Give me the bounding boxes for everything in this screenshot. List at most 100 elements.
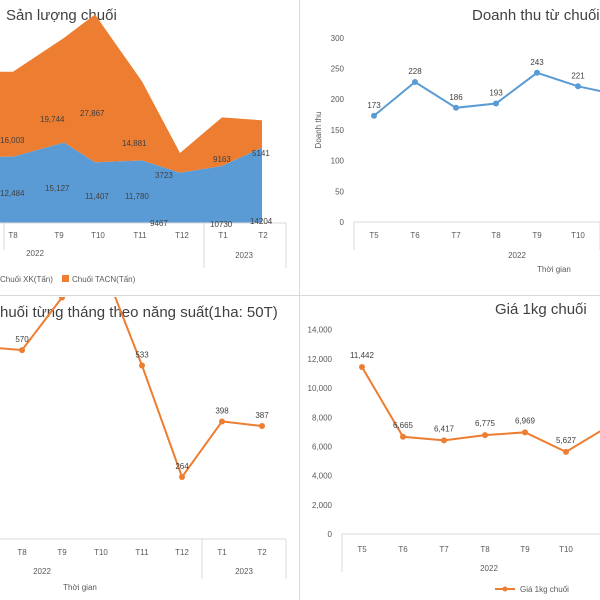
year-group-label: 2022 <box>26 249 44 258</box>
chart-title: Sản lượng chuối <box>6 7 117 24</box>
legend-label-tacn: Chuối TACN(Tấn) <box>72 275 136 284</box>
x-tick-label: T1 <box>217 548 227 557</box>
data-label: 398 <box>215 406 229 415</box>
line-plot: 0 50 100 150 200 250 300 173 228 186 193 243 221 T5 T6… <box>331 34 600 260</box>
legend-label-xk: Chuối XK(Tấn) <box>0 275 53 284</box>
year-group-label: 2022 <box>480 564 498 573</box>
data-label: 221 <box>571 71 585 80</box>
data-label: 19,744 <box>40 115 65 124</box>
x-tick-label: T2 <box>258 231 268 240</box>
data-label: 11,407 <box>85 192 109 201</box>
panel-divider-horizontal <box>0 295 600 296</box>
data-label: 6,665 <box>393 421 414 430</box>
data-label: 14204 <box>250 217 273 226</box>
x-tick-label: T10 <box>94 548 108 557</box>
y-tick-label: 200 <box>331 95 345 104</box>
x-tick-label: T5 <box>369 231 379 240</box>
data-point <box>441 437 447 444</box>
data-label: 533 <box>135 350 149 359</box>
data-point <box>400 433 406 440</box>
year-group-label: 2022 <box>33 567 51 576</box>
x-tick-label: T6 <box>398 545 408 554</box>
x-tick-label: T9 <box>57 548 67 557</box>
series-line <box>0 297 263 480</box>
data-label: 387 <box>255 411 269 420</box>
chart-panel-san-luong: Sản lượng chuối 12,484 15,127 11,407 11,780… <box>0 0 298 293</box>
area-series-tacn <box>0 14 262 173</box>
y-tick-label: 14,000 <box>308 326 333 335</box>
data-label: 9163 <box>213 155 231 164</box>
x-tick-label: T9 <box>54 231 64 240</box>
data-point <box>139 362 145 369</box>
data-label: 27,867 <box>80 109 105 118</box>
y-tick-label: 0 <box>328 530 333 539</box>
legend-swatch-marker <box>502 586 508 592</box>
data-label: 10730 <box>210 220 233 229</box>
y-tick-label: 150 <box>331 126 345 135</box>
price-chart-svg: Giá 1kg chuối 0 2,000 4,000 6,000 8,000 10,00… <box>308 301 600 594</box>
x-tick-label: T11 <box>133 231 147 240</box>
x-tick-label: T7 <box>451 231 461 240</box>
chart-panel-nang-suat: huối từng tháng theo năng suất(1ha: 50T)… <box>0 297 298 600</box>
data-label: 3723 <box>155 171 173 180</box>
x-tick-label: T7 <box>439 545 449 554</box>
yield-chart-svg: huối từng tháng theo năng suất(1ha: 50T)… <box>0 297 287 592</box>
y-tick-label: 50 <box>335 187 344 196</box>
x-tick-label: T12 <box>175 231 189 240</box>
data-point <box>482 432 488 439</box>
x-tick-label: T8 <box>17 548 27 557</box>
data-label: 11,442 <box>350 351 374 360</box>
data-point <box>19 347 25 354</box>
legend-label-gia: Giá 1kg chuối <box>520 585 569 594</box>
data-label: 9467 <box>150 219 168 228</box>
area-plot: 12,484 15,127 11,407 11,780 9467 10730 14204 16… <box>0 14 287 268</box>
chart-title: Doanh thu từ chuối <box>472 7 600 24</box>
x-tick-label: T9 <box>520 545 530 554</box>
x-tick-label: T8 <box>8 231 18 240</box>
year-group-label: 2023 <box>235 251 253 260</box>
x-tick-label: T2 <box>257 548 267 557</box>
line-plot: 570697785533264398387T8T9T10T11T12T1T220… <box>0 297 287 579</box>
data-point <box>493 100 499 107</box>
data-point <box>575 83 581 90</box>
x-tick-label: T10 <box>571 231 585 240</box>
data-label: 6,969 <box>515 416 536 425</box>
data-point <box>179 474 185 480</box>
data-label: 6,417 <box>434 424 455 433</box>
series-line <box>373 71 600 117</box>
data-point <box>359 364 365 371</box>
year-group-label: 2022 <box>508 251 526 260</box>
y-tick-label: 4,000 <box>312 472 333 481</box>
chart-title: Giá 1kg chuối <box>495 301 587 318</box>
legend: Chuối XK(Tấn) Chuối TACN(Tấn) <box>0 275 136 284</box>
x-tick-label: T8 <box>480 545 490 554</box>
data-point <box>371 112 377 119</box>
data-point <box>59 297 65 301</box>
data-label: 5141 <box>252 149 270 158</box>
data-label: 264 <box>175 462 189 471</box>
x-tick-label: T12 <box>175 548 189 557</box>
chart-panel-gia: Giá 1kg chuối 0 2,000 4,000 6,000 8,000 10,00… <box>302 297 600 600</box>
data-label: 14,881 <box>122 139 147 148</box>
data-label: 6,775 <box>475 419 496 428</box>
chart-title: huối từng tháng theo năng suất(1ha: 50T) <box>0 304 278 321</box>
line-plot: 0 2,000 4,000 6,000 8,000 10,000 12,000 14,000 1… <box>308 326 600 573</box>
y-tick-label: 10,000 <box>308 384 333 393</box>
x-tick-label: T10 <box>559 545 573 554</box>
y-tick-label: 250 <box>331 65 345 74</box>
x-axis-label: Thời gian <box>63 583 97 592</box>
data-point <box>522 429 528 436</box>
data-point <box>412 79 418 86</box>
legend-swatch-tacn <box>62 275 69 282</box>
y-tick-label: 0 <box>340 218 345 227</box>
data-point <box>259 423 265 430</box>
x-tick-label: T6 <box>410 231 420 240</box>
data-label: 570 <box>15 335 29 344</box>
data-label: 173 <box>367 101 381 110</box>
x-tick-label: T10 <box>91 231 105 240</box>
y-tick-label: 300 <box>331 34 345 43</box>
data-label: 186 <box>449 93 463 102</box>
x-tick-label: T11 <box>135 548 149 557</box>
data-point <box>453 104 459 111</box>
x-tick-label: T9 <box>532 231 542 240</box>
